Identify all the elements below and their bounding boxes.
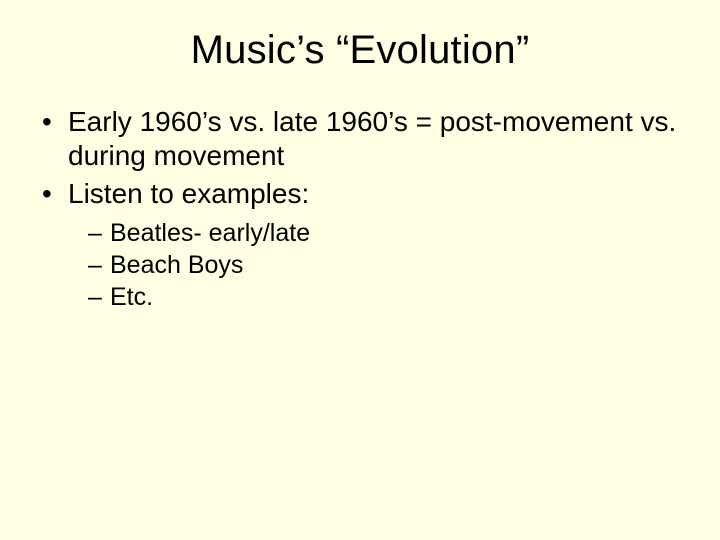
slide: Music’s “Evolution” Early 1960’s vs. lat… xyxy=(0,0,720,540)
slide-title: Music’s “Evolution” xyxy=(36,28,684,73)
list-item: Early 1960’s vs. late 1960’s = post-move… xyxy=(42,105,684,173)
bullet-text: Listen to examples: xyxy=(68,178,309,209)
bullet-text: Early 1960’s vs. late 1960’s = post-move… xyxy=(68,106,676,171)
bullet-list-level2: Beatles- early/late Beach Boys Etc. xyxy=(68,217,684,313)
list-item: Beach Boys xyxy=(88,249,684,281)
list-item: Beatles- early/late xyxy=(88,217,684,249)
bullet-list-level1: Early 1960’s vs. late 1960’s = post-move… xyxy=(36,105,684,313)
list-item: Etc. xyxy=(88,281,684,313)
list-item: Listen to examples: Beatles- early/late … xyxy=(42,177,684,313)
bullet-text: Beatles- early/late xyxy=(110,219,310,247)
bullet-text: Beach Boys xyxy=(110,251,243,279)
bullet-text: Etc. xyxy=(110,283,153,311)
